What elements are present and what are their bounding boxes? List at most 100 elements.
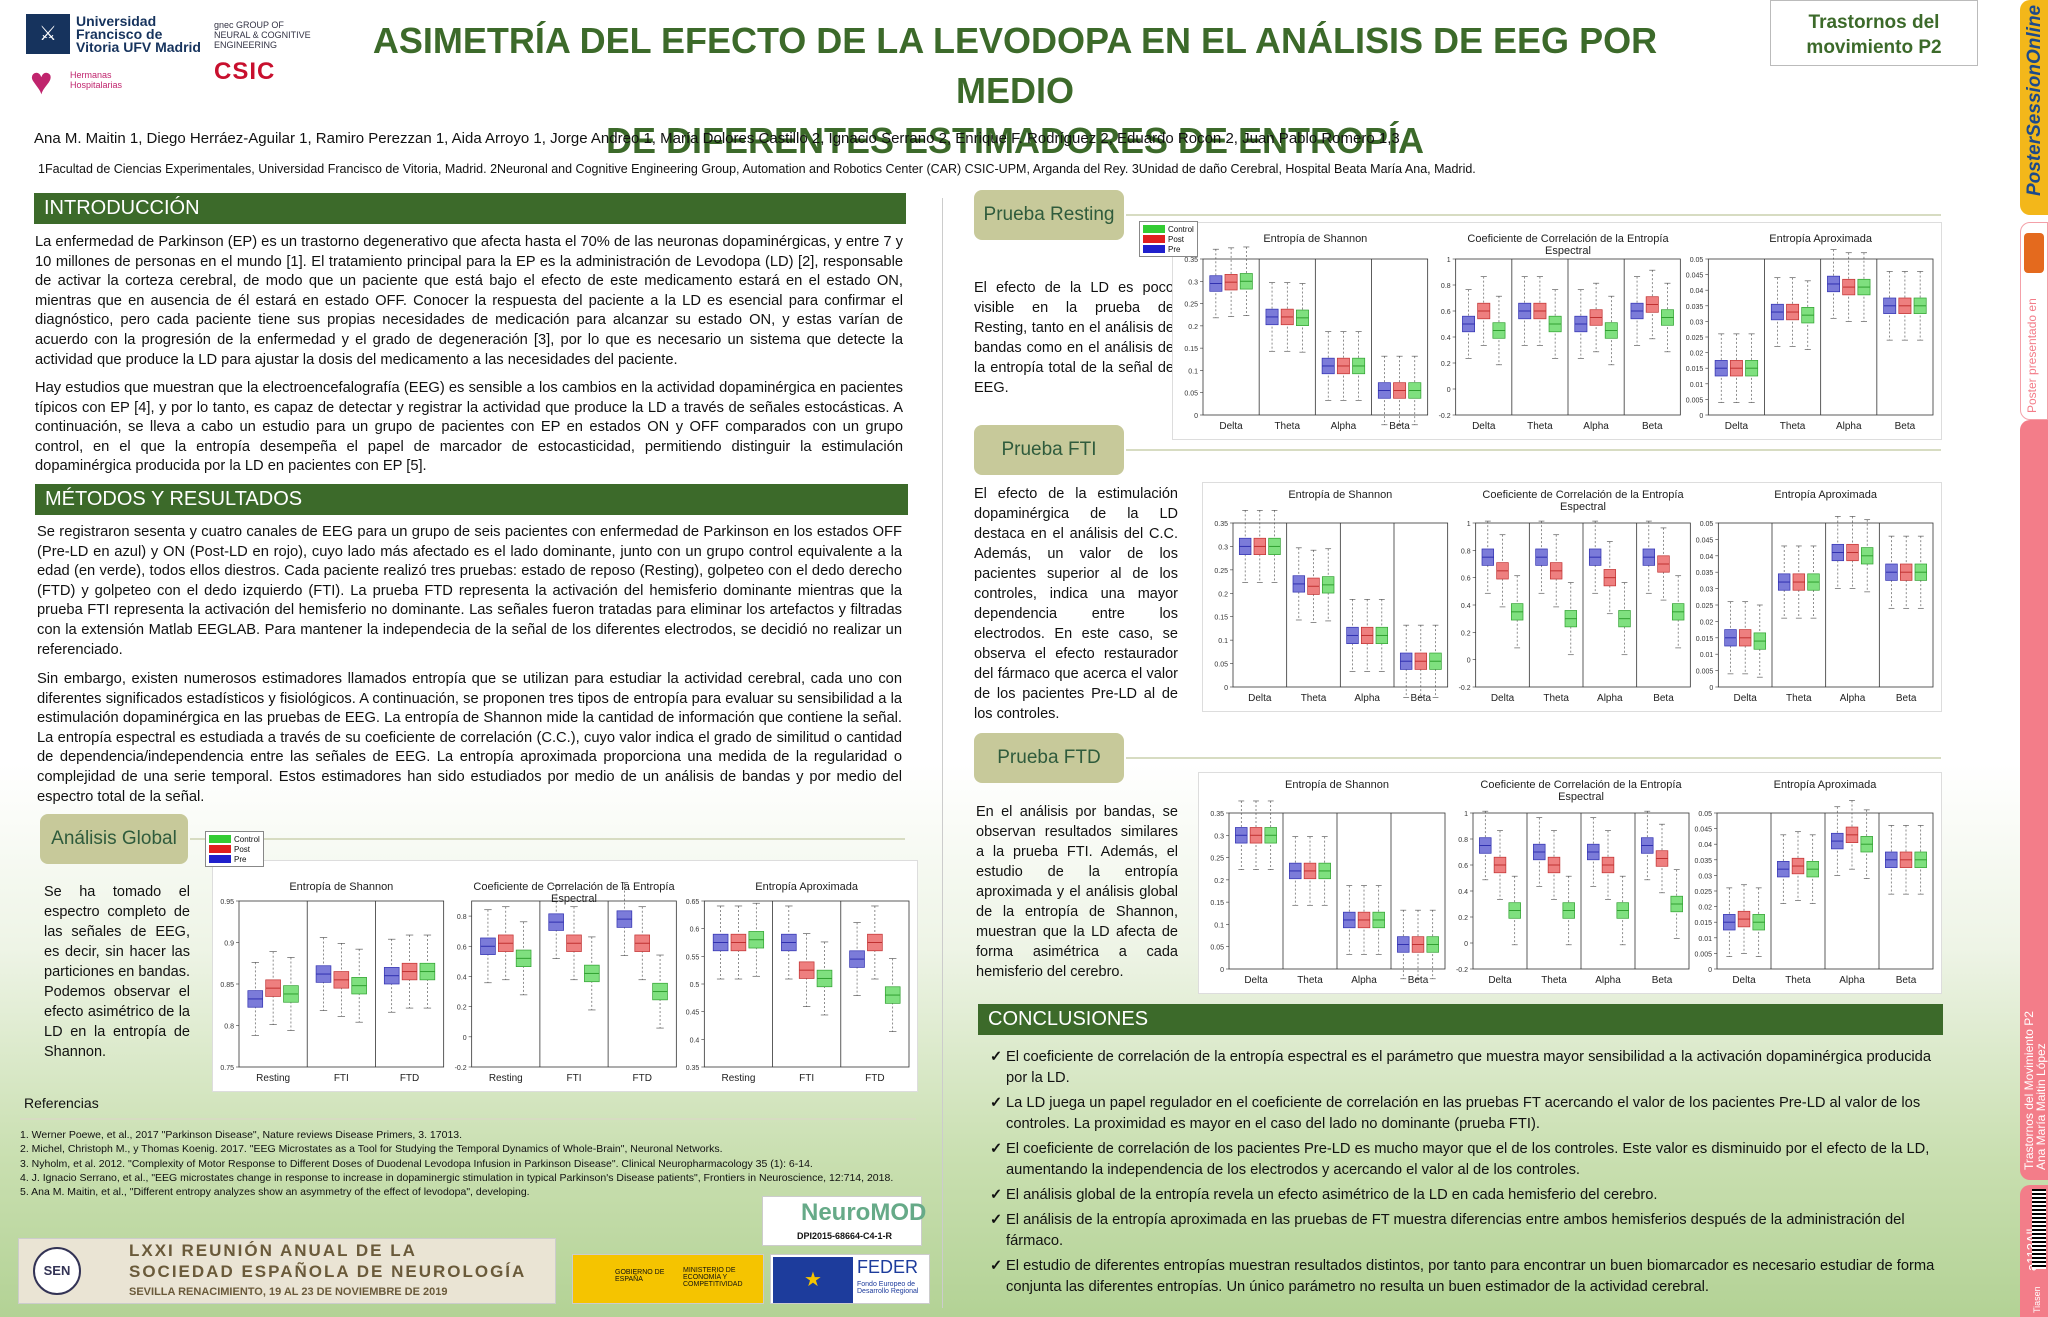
y-tick-label: 0.2 [1188, 324, 1198, 331]
y-tick-label: 0.6 [457, 944, 467, 951]
legend-label: Control [1168, 224, 1194, 234]
y-tick-label: 0.4 [1458, 889, 1468, 896]
x-category-label: Beta [1408, 975, 1429, 986]
y-tick-label: 0.005 [1696, 669, 1714, 676]
x-category-label: Theta [1297, 975, 1323, 986]
y-tick-label: 0.025 [1694, 889, 1712, 896]
fti-pill-line [1126, 449, 1941, 451]
ufv-logo: ⚔ Universidad Francisco de Vitoria UFV M… [26, 14, 206, 56]
x-category-label: Beta [1896, 693, 1917, 704]
y-tick-label: 0.65 [686, 899, 700, 906]
y-tick-label: 0.6 [690, 927, 700, 934]
x-category-label: Alpha [1595, 975, 1621, 986]
heart-icon: ♥ [30, 61, 53, 103]
y-tick-label: 0.05 [1214, 662, 1228, 669]
ufv-logo-text: Universidad Francisco de Vitoria UFV Mad… [76, 13, 201, 55]
x-category-label: Beta [1895, 421, 1916, 432]
x-category-label: Delta [1732, 975, 1756, 986]
csic-logo: CSIC [214, 58, 276, 85]
y-tick-label: 0.35 [1214, 521, 1228, 528]
barcode-icon [2032, 1189, 2046, 1269]
sidebar-brand-tab[interactable]: PosterSessionOnline [2020, 0, 2048, 215]
chart-panel-title: Entropía de Shannon [1263, 233, 1368, 245]
sen-line-3: SEVILLA RENACIMIENTO, 19 AL 23 DE NOVIEM… [129, 1286, 448, 1298]
conclusion-item: El estudio de diferentes entropías muest… [990, 1256, 1940, 1298]
x-category-label: Alpha [1331, 421, 1357, 432]
x-category-label: Beta [1653, 693, 1674, 704]
legend-item: Control [209, 834, 260, 844]
x-category-label: Delta [1725, 421, 1749, 432]
poster-title: ASIMETRÍA DEL EFECTO DE LA LEVODOPA EN E… [340, 16, 1690, 166]
x-category-label: Beta [1389, 421, 1410, 432]
x-category-label: Beta [1642, 421, 1663, 432]
sidebar-code-tab: a113All Tiasen [2020, 1185, 2048, 1317]
x-category-label: Beta [1896, 975, 1917, 986]
y-tick-label: 0.55 [686, 954, 700, 961]
x-category-label: Delta [1244, 975, 1268, 986]
sidebar-presented: Poster presentado en [2025, 298, 2039, 413]
column-divider [942, 198, 943, 1308]
reference-item: 5. Ana M. Maitin, et al., "Different ent… [20, 1186, 530, 1199]
legend-label: Post [1168, 234, 1185, 244]
y-tick-label: 0 [1194, 413, 1198, 420]
y-tick-label: -0.2 [1456, 967, 1468, 974]
y-tick-label: 1 [1467, 521, 1471, 528]
resting-text: El efecto de la LD es poco visible en la… [974, 280, 1174, 396]
chart-panel-title: Entropía Aproximada [1774, 489, 1878, 501]
ftd-chart-svg: 0 0.05 0.1 0.15 0.2 0.25 0.3 0.35 Delta Theta Alph… [1210, 800, 1934, 986]
intro-paragraph-2: Hay estudios que muestran que la electro… [35, 380, 903, 475]
chart-panel-title: Coeficiente de Correlación de la Entropí… [1467, 233, 1669, 257]
x-category-label: FTI [567, 1073, 582, 1084]
y-tick-label: 1 [1447, 257, 1451, 264]
y-tick-label: 0.2 [457, 1005, 467, 1012]
intro-heading: INTRODUCCIÓN [34, 193, 906, 224]
feder-text: FEDER [857, 1257, 919, 1277]
reference-item: 4. J. Ignacio Serrano, et al., "EEG micr… [20, 1171, 894, 1184]
y-tick-label: 0.4 [457, 974, 467, 981]
y-tick-label: 0.35 [1184, 257, 1198, 264]
sen-banner: SEN LXXI REUNIÓN ANUAL DE LA SOCIEDAD ES… [18, 1238, 556, 1304]
y-tick-label: 0.3 [1188, 279, 1198, 286]
x-category-label: Theta [1527, 421, 1553, 432]
y-tick-label: 0 [1447, 387, 1451, 394]
sidebar-presented-tab[interactable]: Poster presentado en [2020, 222, 2048, 420]
y-tick-label: 0.1 [1214, 922, 1224, 929]
chart-panel-title: Entropía de Shannon [289, 881, 394, 893]
methods-paragraph-1: Se registraron sesenta y cuatro canales … [37, 524, 902, 658]
chart-panel-title: Coeficiente de Correlación de la Entropí… [1482, 489, 1684, 513]
y-tick-label: 0.02 [1700, 619, 1714, 626]
ftd-chart-panel: 0 0.05 0.1 0.15 0.2 0.25 0.3 0.35 Delta Theta Alph… [1198, 772, 1942, 994]
fti-chart-svg: 0 0.05 0.1 0.15 0.2 0.25 0.3 0.35 Delta Theta Alph… [1214, 510, 1934, 704]
ftd-text: En el análisis por bandas, se observan r… [976, 804, 1178, 980]
legend-item: Pre [209, 854, 260, 864]
x-category-label: Delta [1491, 693, 1515, 704]
reference-item: 1. Werner Poewe, et al., 2017 "Parkinson… [20, 1129, 463, 1141]
y-tick-label: 0.8 [224, 1024, 234, 1031]
y-tick-label: 0.1 [1188, 368, 1198, 375]
ministerio-text: MINISTERIO DE ECONOMÍA Y COMPETITIVIDAD [683, 1267, 743, 1288]
y-tick-label: 0.04 [1700, 554, 1714, 561]
x-category-label: Theta [1541, 975, 1567, 986]
global-chart-svg: 0.75 0.8 0.85 0.9 0.95 Resting FTI FTD -0.2 0 0.2 0… [220, 882, 910, 1084]
feder-subtext: Fondo Europeo de Desarrollo Regional [857, 1281, 919, 1295]
ufv-shield-icon: ⚔ [26, 14, 70, 54]
methods-paragraph-2: Sin embargo, existen numerosos estimador… [37, 671, 902, 805]
conclusions-heading: CONCLUSIONES [978, 1004, 1943, 1035]
x-category-label: Beta [1411, 693, 1432, 704]
sidebar-author: Ana María Maitin López [2034, 1043, 2048, 1170]
x-category-label: Alpha [1597, 693, 1623, 704]
legend-swatch [209, 855, 231, 863]
x-category-label: Beta [1652, 975, 1673, 986]
y-tick-label: 0.05 [1690, 257, 1704, 264]
y-tick-label: 0.035 [1686, 304, 1704, 311]
references-heading: Referencias [24, 1095, 99, 1111]
y-tick-label: 0.15 [1210, 900, 1224, 907]
chart-panel-title: Entropía Aproximada [1769, 233, 1873, 245]
fti-pill: Prueba FTI [974, 425, 1124, 475]
y-tick-label: 0.04 [1698, 842, 1712, 849]
sidebar-tag: Tiasen [2032, 1286, 2042, 1313]
y-tick-label: 0.3 [1214, 833, 1224, 840]
chart-panel-title: Coeficiente de Correlación de la Entropí… [473, 881, 675, 905]
sidebar-info-tab[interactable]: Trastornos del Movimiento P2 Ana María M… [2020, 420, 2048, 1180]
feder-logo: ★ FEDER Fondo Europeo de Desarrollo Regi… [770, 1254, 930, 1304]
